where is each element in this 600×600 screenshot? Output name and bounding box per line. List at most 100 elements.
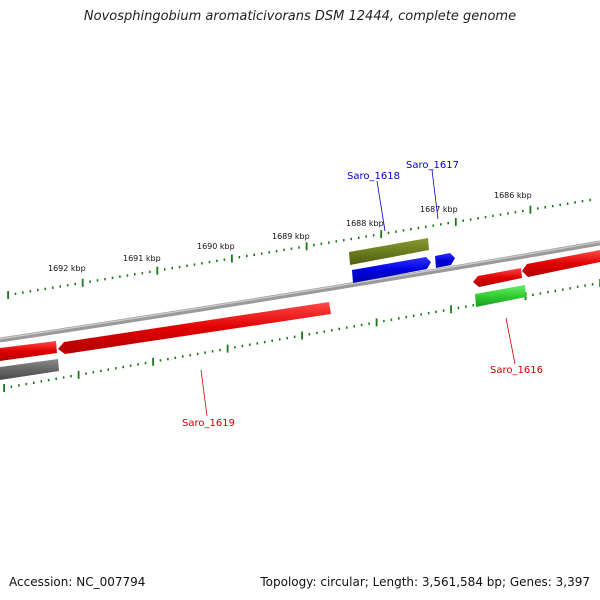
minor-tick — [159, 359, 162, 362]
minor-tick — [499, 213, 502, 216]
minor-tick — [47, 378, 50, 382]
minor-tick — [129, 364, 132, 367]
minor-tick — [507, 212, 509, 215]
gene-grey-left[interactable] — [0, 359, 59, 380]
minor-tick — [25, 382, 28, 386]
gene-red-left[interactable] — [0, 341, 57, 361]
major-tick — [529, 205, 532, 214]
minor-tick — [425, 225, 427, 228]
minor-tick — [405, 315, 408, 319]
minor-tick — [196, 352, 199, 356]
gene-saro-1616[interactable] — [475, 285, 526, 307]
minor-tick — [14, 292, 17, 295]
minor-tick — [241, 344, 244, 348]
minor-tick — [320, 242, 323, 245]
minor-tick — [584, 284, 586, 287]
major-tick — [375, 318, 378, 327]
minor-tick — [477, 217, 479, 220]
gene-saro-1618[interactable] — [349, 238, 429, 265]
gene-saro-1617-large[interactable] — [352, 257, 431, 283]
minor-tick — [66, 284, 69, 287]
minor-tick — [96, 279, 99, 282]
minor-tick — [581, 200, 584, 203]
minor-tick — [522, 209, 524, 213]
minor-tick — [137, 363, 139, 366]
minor-tick — [442, 309, 445, 312]
minor-tick — [368, 322, 370, 325]
accession-text: Accession: NC_007794 — [9, 575, 146, 589]
minor-tick — [223, 258, 226, 261]
major-tick — [226, 344, 229, 353]
major-tick — [152, 357, 154, 366]
minor-tick — [186, 264, 188, 267]
minor-tick — [253, 253, 255, 256]
major-tick — [81, 278, 84, 287]
minor-tick — [201, 262, 203, 265]
minor-tick — [323, 330, 326, 333]
minor-tick — [472, 304, 475, 307]
scale-label-1692: 1692 kbp — [48, 264, 86, 273]
minor-tick — [119, 275, 121, 278]
gene-saro-1617[interactable] — [435, 253, 455, 268]
minor-tick — [331, 329, 333, 332]
minor-tick — [234, 346, 236, 349]
label-saro-1616: Saro_1616 — [490, 365, 543, 376]
minor-tick — [465, 305, 467, 308]
minor-tick — [100, 369, 102, 373]
minor-tick — [141, 271, 144, 275]
minor-tick — [328, 241, 330, 244]
minor-tick — [204, 351, 206, 354]
minor-tick — [18, 384, 20, 387]
leader-saro-1617 — [431, 169, 439, 220]
minor-tick — [134, 273, 136, 276]
minor-tick — [591, 283, 594, 286]
minor-tick — [539, 292, 542, 295]
minor-tick — [275, 250, 278, 253]
minor-tick — [462, 219, 464, 222]
minor-tick — [271, 339, 273, 342]
minor-tick — [554, 289, 557, 293]
minor-tick — [40, 380, 43, 383]
minor-tick — [290, 247, 293, 250]
gene-red-right-2[interactable] — [522, 250, 600, 277]
minor-tick — [59, 285, 61, 288]
minor-tick — [111, 276, 114, 280]
leader-saro-1618 — [376, 180, 386, 232]
minor-tick — [417, 226, 420, 230]
minor-tick — [313, 243, 315, 247]
minor-tick — [144, 361, 147, 365]
minor-tick — [562, 288, 564, 291]
leader-saro-1616 — [505, 317, 516, 365]
gene-saro-1619[interactable] — [58, 302, 331, 354]
minor-tick — [569, 287, 571, 290]
minor-tick — [308, 333, 311, 336]
major-tick — [7, 291, 9, 299]
scale-label-1688: 1688 kbp — [346, 219, 384, 228]
minor-tick — [122, 365, 124, 369]
minor-tick — [353, 325, 355, 328]
minor-tick — [383, 319, 385, 323]
minor-tick — [29, 290, 32, 293]
minor-tick — [211, 350, 214, 353]
upper-scale-ruler — [7, 198, 591, 299]
minor-tick — [360, 323, 363, 327]
minor-tick — [22, 291, 24, 294]
scale-label-1689: 1689 kbp — [272, 232, 310, 241]
minor-tick — [410, 228, 412, 231]
minor-tick — [447, 221, 449, 225]
scale-label-1687: 1687 kbp — [420, 205, 458, 214]
minor-tick — [335, 240, 338, 243]
minor-tick — [107, 368, 110, 371]
minor-tick — [372, 234, 375, 237]
minor-tick — [182, 355, 184, 358]
minor-tick — [216, 259, 218, 263]
map-title: Novosphingobium aromaticivorans DSM 1244… — [83, 9, 517, 24]
minor-tick — [343, 239, 345, 242]
minor-tick — [52, 286, 54, 289]
genome-summary-text: Topology: circular; Length: 3,561,584 bp… — [260, 575, 590, 589]
minor-tick — [365, 235, 367, 238]
minor-tick — [551, 204, 554, 208]
minor-tick — [283, 248, 285, 252]
gene-red-right-1[interactable] — [473, 268, 522, 287]
minor-tick — [566, 202, 569, 205]
